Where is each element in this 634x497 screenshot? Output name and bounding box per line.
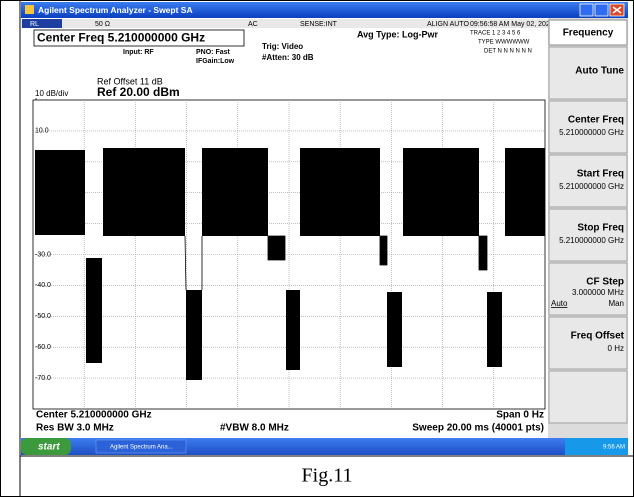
low-burst bbox=[387, 292, 402, 367]
footer-vbw: #VBW 8.0 MHz bbox=[220, 423, 289, 434]
status-datetime: 09:56:58 AM May 02, 2024 bbox=[470, 21, 554, 28]
softkey-label: Auto Tune bbox=[575, 66, 624, 77]
softkeys: Auto Tune Center Freq 5.210000000 GHz Start… bbox=[548, 46, 628, 424]
softkey-value: 3.000000 MHz bbox=[572, 288, 624, 297]
softkey-value: 0 Hz bbox=[608, 344, 624, 353]
burst bbox=[505, 148, 545, 236]
status-impedance: 50 Ω bbox=[95, 21, 110, 28]
task-button[interactable] bbox=[95, 439, 187, 454]
y-label: -50.0 bbox=[35, 313, 51, 320]
avg-type: Avg Type: Log-Pwr bbox=[357, 29, 438, 39]
softkey[interactable] bbox=[548, 370, 628, 424]
y-label: -40.0 bbox=[35, 282, 51, 289]
trace: TRACE 1 2 3 4 5 6 bbox=[470, 31, 521, 37]
burst bbox=[300, 148, 380, 236]
window-title: Agilent Spectrum Analyzer - Swept SA bbox=[38, 5, 193, 15]
ref-offset: Ref Offset 11 dB bbox=[97, 76, 163, 86]
low-burst bbox=[86, 258, 102, 363]
burst bbox=[35, 150, 85, 235]
scale: 10 dB/div bbox=[35, 89, 68, 98]
trace-noise bbox=[184, 235, 488, 291]
softkey[interactable] bbox=[548, 100, 628, 154]
footer-sweep: Sweep 20.00 ms (40001 pts) bbox=[412, 423, 544, 434]
y-label: -30.0 bbox=[35, 251, 51, 258]
status-coupling: AC bbox=[248, 21, 258, 28]
status-bar bbox=[21, 19, 548, 28]
status-sense: SENSE:INT bbox=[300, 21, 338, 28]
ifgain: IFGain:Low bbox=[196, 58, 235, 65]
caption: Fig.11 bbox=[302, 465, 353, 487]
low-burst bbox=[286, 290, 300, 370]
input: Input: RF bbox=[123, 49, 154, 56]
softkey-value: 5.210000000 GHz bbox=[559, 236, 624, 245]
center-freq-box bbox=[33, 29, 245, 47]
pno: PNO: Fast bbox=[196, 49, 231, 56]
start-label: start bbox=[38, 442, 60, 453]
softkey-label: CF Step bbox=[586, 277, 624, 288]
trig: Trig: Video bbox=[262, 42, 303, 51]
trace-type: TYPE WWWWWW bbox=[478, 40, 530, 46]
softkey[interactable] bbox=[548, 46, 628, 100]
softkey-option: Auto bbox=[551, 299, 568, 308]
center-freq: Center Freq 5.210000000 GHz bbox=[37, 31, 205, 45]
softkey-label: Freq Offset bbox=[571, 331, 625, 342]
maximize-button[interactable] bbox=[594, 3, 609, 17]
clock: 9:56 AM bbox=[603, 445, 625, 451]
low-burst bbox=[186, 290, 202, 380]
trace-det: DET N N N N N N bbox=[484, 49, 532, 55]
softkey-value: 5.210000000 GHz bbox=[559, 182, 624, 191]
burst bbox=[103, 148, 185, 236]
softkey-value: 5.210000000 GHz bbox=[559, 128, 624, 137]
status-align: ALIGN AUTO bbox=[427, 21, 469, 28]
footer-res-bw: Res BW 3.0 MHz bbox=[36, 423, 114, 434]
softkey-label: Center Freq bbox=[568, 115, 624, 126]
softkey[interactable] bbox=[548, 154, 628, 208]
close-icon bbox=[612, 6, 622, 14]
softkey[interactable] bbox=[548, 316, 628, 370]
title-bar bbox=[21, 2, 628, 18]
y-label: 10.0 bbox=[35, 128, 49, 135]
softkey-option: Man bbox=[608, 299, 624, 308]
app-icon bbox=[25, 5, 34, 14]
atten: #Atten: 30 dB bbox=[262, 53, 314, 62]
minimize-button[interactable] bbox=[579, 3, 594, 17]
y-label: -60.0 bbox=[35, 344, 51, 351]
mode-box bbox=[22, 19, 62, 28]
ref-level: Ref 20.00 dBm bbox=[97, 85, 180, 99]
trace-display bbox=[35, 148, 545, 380]
task-label: Agilent Spectrum Ana... bbox=[110, 445, 173, 451]
footer-center: Center 5.210000000 GHz bbox=[36, 410, 152, 421]
softkey[interactable] bbox=[548, 208, 628, 262]
y-label: -70.0 bbox=[35, 375, 51, 382]
status-mode: RL bbox=[30, 21, 39, 28]
softkey-label: Start Freq bbox=[577, 169, 624, 180]
tray bbox=[565, 438, 628, 455]
start-button[interactable] bbox=[21, 438, 71, 455]
menu-title: Frequency bbox=[563, 28, 614, 39]
burst bbox=[403, 148, 479, 236]
low-burst bbox=[487, 292, 502, 367]
softkey[interactable] bbox=[548, 262, 628, 316]
burst bbox=[202, 148, 268, 236]
softkey-label: Stop Freq bbox=[577, 223, 624, 234]
footer-span: Span 0 Hz bbox=[496, 410, 544, 421]
menu-title-box bbox=[548, 19, 628, 46]
